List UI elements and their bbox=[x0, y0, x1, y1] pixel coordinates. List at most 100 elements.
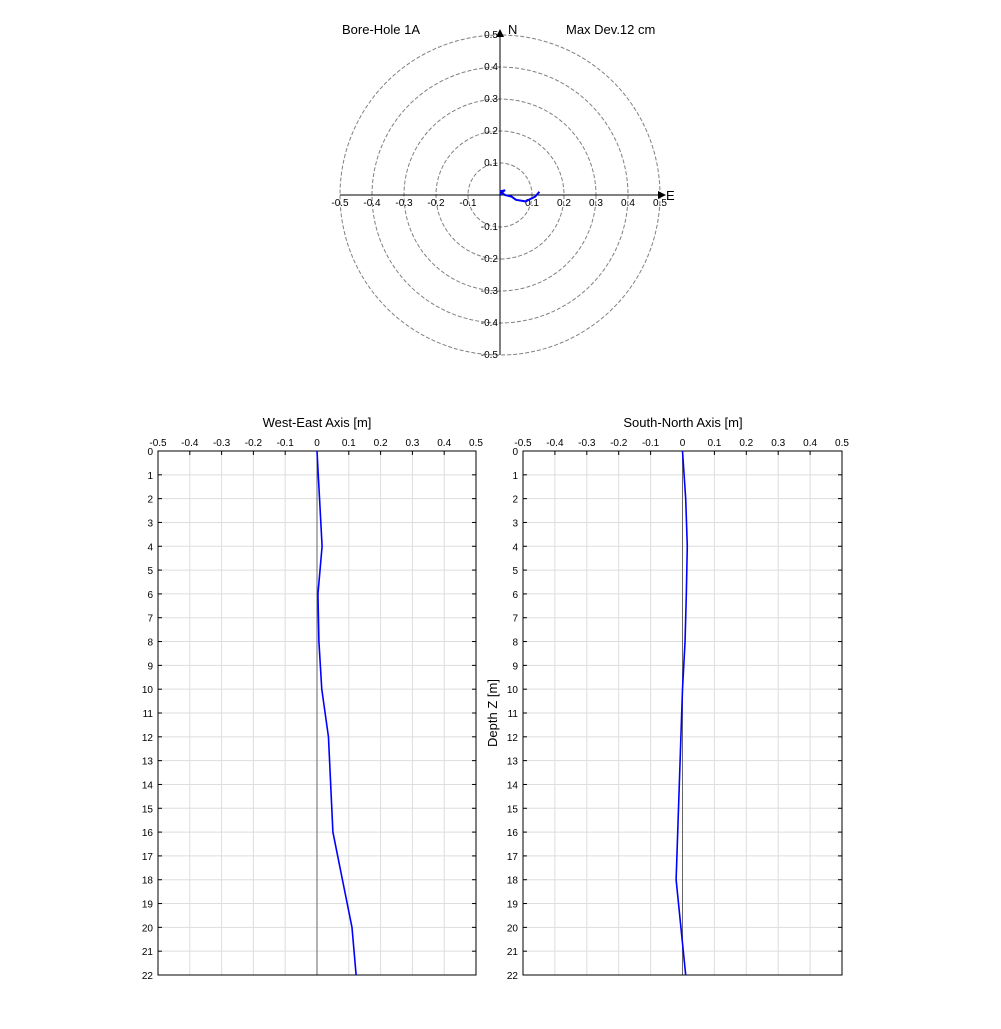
y-tick-label: 12 bbox=[142, 733, 154, 744]
x-tick-label: 0 bbox=[314, 438, 320, 449]
y-tick-label: 16 bbox=[507, 828, 519, 839]
y-tick-label: 21 bbox=[507, 947, 519, 958]
south-north-plot: South-North Axis [m] Depth Z [m] -0.5 -0.… bbox=[485, 415, 849, 982]
x-tick-label: -0.2 bbox=[245, 438, 263, 449]
east-label: E bbox=[666, 188, 675, 203]
deviation-line bbox=[675, 450, 689, 976]
y-tick-label: 4 bbox=[512, 542, 518, 553]
y-tick-label: 18 bbox=[507, 876, 519, 887]
x-tick-label: -0.4 bbox=[181, 438, 199, 449]
x-tick-label: -0.3 bbox=[213, 438, 231, 449]
y-tick-label: 20 bbox=[142, 923, 154, 934]
y-tick-label: 16 bbox=[142, 828, 154, 839]
y-tick-label: 22 bbox=[142, 971, 154, 982]
east-arrow-icon bbox=[658, 191, 666, 199]
y-tick-label: 0 bbox=[512, 447, 518, 458]
y-tick-label: 1 bbox=[147, 471, 153, 482]
y-tick-label: 8 bbox=[147, 638, 153, 649]
x-tick-label: -0.1 bbox=[277, 438, 295, 449]
x-tick-label: -0.1 bbox=[642, 438, 660, 449]
polar-y-tick-label: -0.3 bbox=[481, 286, 499, 297]
y-tick-label: 20 bbox=[507, 923, 519, 934]
x-tick-label: 0.1 bbox=[707, 438, 721, 449]
y-tick-label: 5 bbox=[147, 566, 153, 577]
y-tick-label: 11 bbox=[143, 709, 154, 720]
y-tick-label: 14 bbox=[507, 780, 519, 791]
y-tick-label: 6 bbox=[512, 590, 518, 601]
x-tick-label: 0.5 bbox=[835, 438, 849, 449]
x-tick-label: -0.5 bbox=[514, 438, 532, 449]
y-tick-label: 4 bbox=[147, 542, 153, 553]
x-tick-label: 0.3 bbox=[405, 438, 419, 449]
x-tick-label: -0.5 bbox=[149, 438, 167, 449]
west-east-plot: West-East Axis [m] -0.5 -0.4 -0.3 -0.2 -0.1 0… bbox=[142, 415, 484, 982]
x-tick-label: 0.4 bbox=[437, 438, 451, 449]
y-tick-label: 6 bbox=[147, 590, 153, 601]
north-label: N bbox=[508, 22, 517, 37]
polar-y-tick-label: 0.4 bbox=[484, 62, 498, 73]
polar-y-tick-label: 0.2 bbox=[484, 126, 498, 137]
y-tick-label: 2 bbox=[147, 495, 153, 506]
y-tick-label: 17 bbox=[142, 852, 154, 863]
polar-title-right: Max Dev.12 cm bbox=[566, 22, 655, 37]
polar-y-tick-label: -0.1 bbox=[481, 222, 499, 233]
polar-x-tick-label: 0.1 bbox=[525, 198, 539, 209]
x-tick-label: 0 bbox=[680, 438, 686, 449]
polar-x-tick-label: -0.3 bbox=[395, 198, 413, 209]
west-east-title: West-East Axis [m] bbox=[263, 415, 372, 430]
polar-x-tick-label: -0.2 bbox=[427, 198, 445, 209]
polar-x-tick-label: -0.5 bbox=[331, 198, 349, 209]
polar-x-tick-label: 0.3 bbox=[589, 198, 603, 209]
y-tick-label: 9 bbox=[512, 661, 518, 672]
deviation-line bbox=[316, 450, 357, 976]
polar-x-tick-label: 0.2 bbox=[557, 198, 571, 209]
y-tick-label: 15 bbox=[507, 804, 519, 815]
y-tick-label: 11 bbox=[508, 709, 519, 720]
x-tick-label: 0.2 bbox=[374, 438, 388, 449]
x-tick-label: 0.2 bbox=[739, 438, 753, 449]
polar-x-tick-label: 0.4 bbox=[621, 198, 635, 209]
x-tick-label: -0.2 bbox=[610, 438, 628, 449]
y-tick-label: 14 bbox=[142, 780, 154, 791]
polar-y-tick-label: 0.5 bbox=[484, 30, 498, 41]
y-tick-label: 7 bbox=[512, 614, 518, 625]
y-tick-label: 19 bbox=[142, 900, 154, 911]
north-arrow-icon bbox=[496, 29, 504, 37]
x-tick-label: -0.3 bbox=[578, 438, 596, 449]
y-tick-label: 5 bbox=[512, 566, 518, 577]
polar-y-tick-label: -0.2 bbox=[481, 254, 499, 265]
y-tick-label: 19 bbox=[507, 900, 519, 911]
polar-title-left: Bore-Hole 1A bbox=[342, 22, 420, 37]
x-tick-label: -0.4 bbox=[546, 438, 564, 449]
polar-x-tick-label: -0.1 bbox=[459, 198, 477, 209]
x-tick-label: 0.5 bbox=[469, 438, 483, 449]
y-tick-label: 2 bbox=[512, 495, 518, 506]
polar-y-tick-label: 0.3 bbox=[484, 94, 498, 105]
y-tick-label: 10 bbox=[507, 685, 519, 696]
y-tick-label: 3 bbox=[512, 518, 518, 529]
polar-x-tick-label: 0.5 bbox=[653, 198, 667, 209]
south-north-title: South-North Axis [m] bbox=[623, 415, 742, 430]
y-tick-label: 12 bbox=[507, 733, 519, 744]
borehole-trace bbox=[499, 189, 541, 203]
y-tick-label: 13 bbox=[507, 757, 519, 768]
y-tick-label: 21 bbox=[142, 947, 154, 958]
y-tick-label: 13 bbox=[142, 757, 154, 768]
y-tick-label: 8 bbox=[512, 638, 518, 649]
x-tick-label: 0.3 bbox=[771, 438, 785, 449]
depth-axis-label: Depth Z [m] bbox=[485, 679, 500, 747]
polar-y-tick-label: -0.5 bbox=[481, 350, 499, 361]
polar-y-tick-label: -0.4 bbox=[481, 318, 499, 329]
y-tick-label: 3 bbox=[147, 518, 153, 529]
x-tick-label: 0.4 bbox=[803, 438, 817, 449]
y-tick-label: 18 bbox=[142, 876, 154, 887]
y-tick-label: 17 bbox=[507, 852, 519, 863]
y-tick-label: 9 bbox=[147, 661, 153, 672]
polar-x-tick-label: -0.4 bbox=[363, 198, 381, 209]
polar-plot: Bore-Hole 1A Max Dev.12 cm N E -0.5 -0.4 -… bbox=[331, 22, 675, 361]
y-tick-label: 22 bbox=[507, 971, 519, 982]
x-tick-label: 0.1 bbox=[342, 438, 356, 449]
y-tick-label: 1 bbox=[512, 471, 518, 482]
y-tick-label: 10 bbox=[142, 685, 154, 696]
